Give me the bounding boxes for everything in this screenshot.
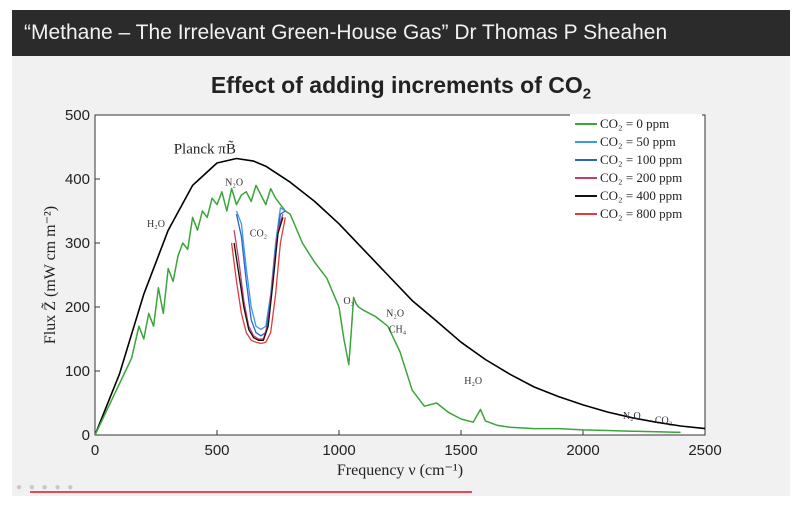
legend-entry: CO₂ = 800 ppm	[600, 206, 682, 221]
legend-entry: CO₂ = 200 ppm	[600, 170, 682, 185]
chart-annotation: CH₄	[389, 325, 407, 336]
series-co2-0ppm	[94, 184, 681, 436]
series-co2-50ppm	[235, 207, 286, 331]
legend-box	[570, 114, 702, 228]
chart-annotation: N₂O	[623, 411, 641, 422]
y-tick-label: 400	[65, 171, 90, 188]
y-tick-label: 0	[82, 427, 90, 444]
y-tick-label: 500	[65, 107, 90, 124]
chart-annotation: O₃	[343, 296, 354, 307]
chart-curves	[94, 157, 706, 436]
y-tick-label: 300	[65, 235, 90, 252]
slide-title-bar: “Methane – The Irrelevant Green-House Ga…	[12, 10, 790, 56]
x-tick-label: 2500	[688, 442, 721, 459]
legend-entry: CO₂ = 0 ppm	[600, 116, 669, 131]
chart-legend: CO₂ = 0 ppm CO₂ = 50 ppm CO₂ = 100 ppm CO₂ …	[570, 114, 702, 228]
y-axis-label: Flux Z̃ (mW cm m⁻²)	[41, 206, 59, 344]
banner-title: “Methane – The Irrelevant Green-House Ga…	[24, 21, 668, 44]
x-axis-label: Frequency ν (cm⁻¹)	[337, 462, 463, 479]
chart-annotation: N₂O	[386, 309, 404, 320]
planck-label: Planck πB̃	[174, 140, 236, 157]
slide-heading: Effect of adding increments of CO2	[12, 72, 790, 103]
x-tick-label: 500	[204, 442, 229, 459]
x-tick-label: 2000	[566, 442, 599, 459]
x-tick-label: 1500	[444, 442, 477, 459]
chart-annotation: N₂O	[225, 177, 243, 188]
chart-annotation: H₂O	[147, 219, 165, 230]
heading-main: Effect of adding increments of CO	[210, 72, 583, 98]
planck-curve	[94, 157, 706, 436]
chart-annotation: CO₂	[250, 229, 267, 240]
player-controls-icon[interactable]: ● ● ● ● ●	[16, 482, 76, 493]
chart-annotation: H₂O	[464, 376, 482, 387]
series-co2-800ppm	[230, 217, 286, 345]
x-tick-label: 0	[91, 442, 99, 459]
y-tick-label: 100	[65, 363, 90, 380]
legend-entry: CO₂ = 100 ppm	[600, 152, 682, 167]
heading-subscript: 2	[582, 85, 592, 103]
chart-annotation: CO₂	[655, 415, 672, 426]
x-tick-label: 1000	[322, 442, 355, 459]
chart-annotations: Planck πB̃ H₂O N₂O CO₂ O₃ N₂O CH₄ H₂O N₂O CO₂	[147, 140, 672, 426]
legend-entry: CO₂ = 400 ppm	[600, 188, 682, 203]
legend-entry: CO₂ = 50 ppm	[600, 134, 676, 149]
y-tick-label: 200	[65, 299, 90, 316]
progress-line	[30, 491, 472, 493]
series-co2-400ppm	[233, 217, 284, 341]
